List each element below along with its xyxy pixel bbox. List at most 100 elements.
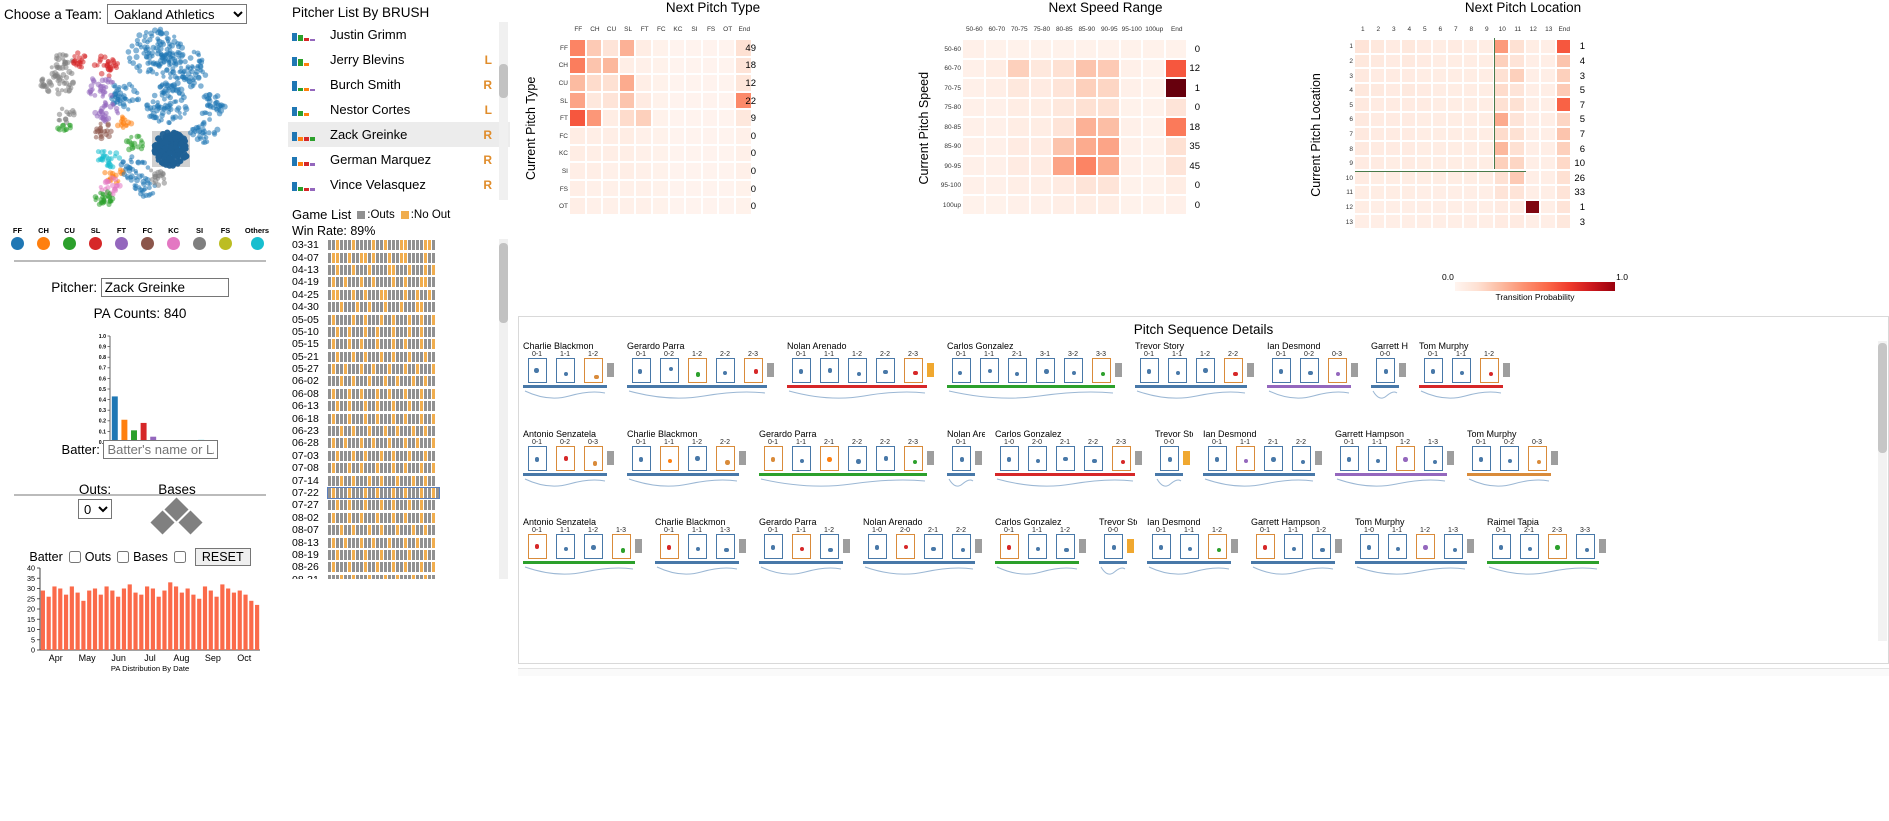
game-list-row[interactable]: 08-31 — [288, 574, 510, 579]
heatmap-cell[interactable] — [669, 180, 685, 197]
at-bat-group[interactable]: Carlos Gonzalez 1-0 2-0 2-1 2-2 2-3 — [995, 429, 1145, 494]
strike-zone-box[interactable] — [1155, 446, 1183, 471]
heatmap-cell[interactable] — [619, 57, 635, 74]
heatmap-cell[interactable] — [1053, 176, 1074, 194]
heatmap-cell[interactable] — [1510, 156, 1524, 170]
heatmap-cell[interactable] — [1541, 54, 1555, 68]
heatmap-cell[interactable] — [1030, 59, 1051, 77]
heatmap-cell[interactable] — [1510, 54, 1524, 68]
heatmap-cell[interactable] — [1541, 142, 1555, 155]
heatmap-cell[interactable] — [1386, 40, 1400, 53]
strike-zone-box[interactable] — [579, 534, 607, 559]
heatmap-cell[interactable] — [1432, 40, 1446, 53]
at-bat-group[interactable]: Antonio Senzatela 0-1 1-1 1-2 1-3 — [523, 517, 645, 582]
strike-zone-box[interactable] — [1439, 534, 1467, 559]
heatmap-cell[interactable] — [985, 98, 1006, 116]
heatmap-cell[interactable] — [1494, 171, 1508, 184]
strike-zone-box[interactable] — [1363, 446, 1391, 471]
strike-zone-box[interactable] — [1051, 534, 1079, 559]
heatmap-cell[interactable] — [669, 145, 685, 162]
strike-zone-box[interactable] — [1571, 534, 1599, 559]
heatmap-cell[interactable] — [586, 92, 602, 109]
heatmap-cell[interactable] — [636, 180, 651, 197]
heatmap-cell[interactable] — [1165, 59, 1186, 77]
heatmap-cell[interactable] — [1417, 186, 1431, 199]
strike-zone-box[interactable] — [1371, 358, 1399, 383]
game-list-row[interactable]: 08-07 — [288, 524, 510, 536]
heatmap-cell[interactable] — [1030, 137, 1051, 155]
heatmap-cell[interactable] — [963, 137, 984, 155]
strike-zone-box[interactable] — [655, 446, 683, 471]
heatmap-cell[interactable] — [1098, 98, 1119, 116]
heatmap-cell[interactable] — [1053, 118, 1074, 136]
heatmap-cell[interactable] — [1432, 113, 1446, 126]
heatmap-cell[interactable] — [985, 137, 1006, 155]
game-list-row[interactable]: 07-08 — [288, 462, 510, 474]
heatmap-cell[interactable] — [1432, 186, 1446, 199]
heatmap-cell[interactable] — [570, 198, 585, 214]
heatmap-cell[interactable] — [1370, 40, 1384, 53]
heatmap-cell[interactable] — [1120, 176, 1141, 194]
heatmap-cell[interactable] — [1120, 118, 1141, 136]
heatmap-cell[interactable] — [1541, 186, 1555, 199]
heatmap-cell[interactable] — [603, 180, 618, 197]
heatmap-cell[interactable] — [1479, 113, 1493, 126]
heatmap-cell[interactable] — [1494, 98, 1508, 111]
heatmap-cell[interactable] — [1008, 118, 1029, 136]
heatmap-cell[interactable] — [1075, 59, 1096, 77]
heatmap-cell[interactable] — [1510, 98, 1524, 111]
strike-zone-box[interactable] — [1051, 446, 1079, 471]
heatmap-cell[interactable] — [1525, 215, 1539, 228]
pitcher-list-scroll-thumb[interactable] — [499, 64, 508, 98]
heatmap-cell[interactable] — [1075, 79, 1096, 97]
heatmap-cell[interactable] — [653, 75, 668, 91]
legend-item-kc[interactable]: KC — [164, 226, 183, 250]
heatmap-cell[interactable] — [1098, 40, 1119, 58]
strike-zone-box[interactable] — [1295, 358, 1323, 383]
strike-zone-box[interactable] — [579, 358, 607, 383]
strike-zone-box[interactable] — [759, 534, 787, 559]
heatmap-cell[interactable] — [636, 145, 651, 162]
heatmap-cell[interactable] — [1370, 127, 1384, 141]
heatmap-cell[interactable] — [636, 198, 651, 214]
pitcher-list-item[interactable]: Vince Velasquez R — [288, 172, 510, 197]
heatmap-cell[interactable] — [1463, 200, 1477, 214]
heatmap-cell[interactable] — [1556, 83, 1570, 97]
heatmap-cell[interactable] — [1008, 79, 1029, 97]
heatmap-cell[interactable] — [570, 163, 585, 179]
heatmap-cell[interactable] — [736, 40, 751, 56]
strike-zone-box[interactable] — [655, 358, 683, 383]
strike-zone-box[interactable] — [1267, 358, 1295, 383]
heatmap-cell[interactable] — [1355, 171, 1369, 184]
game-list-row[interactable]: 05-21 — [288, 351, 510, 363]
strike-zone-box[interactable] — [1203, 534, 1231, 559]
heatmap-cell[interactable] — [1355, 113, 1369, 126]
heatmap-cell[interactable] — [1541, 200, 1555, 214]
heatmap-cell[interactable] — [1401, 171, 1415, 184]
legend-item-cu[interactable]: CU — [60, 226, 79, 250]
strike-zone-box[interactable] — [947, 534, 975, 559]
pitcher-list-item[interactable]: Zack Greinke R — [288, 122, 510, 147]
heatmap-cell[interactable] — [1370, 186, 1384, 199]
heatmap-cell[interactable] — [1120, 98, 1141, 116]
strike-zone-box[interactable] — [523, 358, 551, 383]
heatmap-cell[interactable] — [570, 75, 585, 91]
heatmap-cell[interactable] — [1541, 98, 1555, 111]
heatmap-cell[interactable] — [669, 128, 685, 144]
at-bat-group[interactable]: Garrett Hampson 0-1 1-1 1-2 1-3 — [1335, 429, 1457, 494]
at-bat-group[interactable]: Nolan Are 0-1 — [947, 429, 985, 494]
legend-item-ft[interactable]: FT — [112, 226, 131, 250]
strike-zone-box[interactable] — [975, 358, 1003, 383]
heatmap-cell[interactable] — [1463, 83, 1477, 97]
heatmap-cell[interactable] — [1494, 54, 1508, 68]
heatmap-cell[interactable] — [1556, 69, 1570, 82]
strike-zone-box[interactable] — [739, 358, 767, 383]
heatmap-cell[interactable] — [1098, 137, 1119, 155]
heatmap-cell[interactable] — [1541, 215, 1555, 228]
at-bat-group[interactable]: Tom Murphy 1-0 1-1 1-2 1-3 — [1355, 517, 1477, 582]
strike-zone-box[interactable] — [1059, 358, 1087, 383]
strike-zone-box[interactable] — [1515, 534, 1543, 559]
strike-zone-box[interactable] — [1383, 534, 1411, 559]
strike-zone-box[interactable] — [1203, 446, 1231, 471]
heatmap-cell[interactable] — [1541, 156, 1555, 170]
